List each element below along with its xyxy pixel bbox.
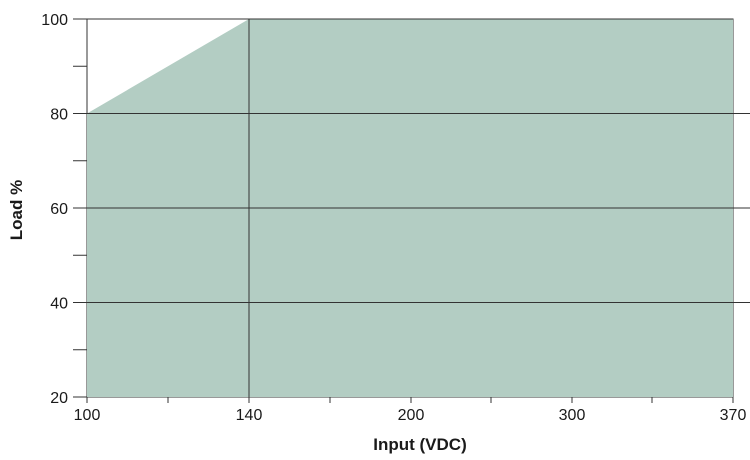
y-tick-label: 60 — [50, 201, 68, 218]
plot-area — [73, 18, 750, 403]
y-tick-label: 20 — [50, 390, 68, 407]
y-tick-labels: 20 40 60 80 100 — [41, 12, 68, 407]
y-tick-label: 40 — [50, 296, 68, 313]
x-tick-label: 100 — [74, 407, 101, 424]
x-tick-label: 140 — [236, 407, 263, 424]
x-axis-title: Input (VDC) — [373, 435, 466, 454]
x-axis-ticks — [86, 397, 734, 403]
x-tick-labels: 100 140 200 300 370 — [74, 407, 747, 424]
x-tick-label: 370 — [720, 407, 747, 424]
y-axis-title: Load % — [7, 180, 26, 240]
y-tick-label: 100 — [41, 12, 68, 29]
x-tick-label: 200 — [398, 407, 425, 424]
y-axis-ticks — [73, 18, 87, 398]
x-tick-label: 300 — [559, 407, 586, 424]
y-tick-label: 80 — [50, 107, 68, 124]
gridlines — [87, 18, 750, 397]
